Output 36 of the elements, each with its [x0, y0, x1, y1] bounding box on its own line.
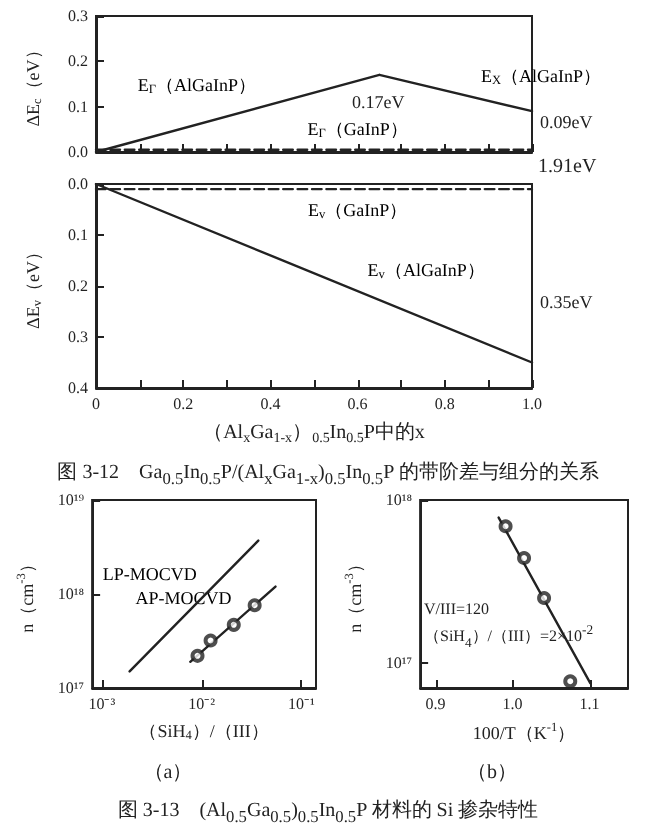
y-tick-label: 10¹⁸	[385, 491, 413, 509]
y-tick-label: 0.1	[68, 97, 88, 116]
x-tick-label: 1.0	[502, 695, 523, 713]
y-tick-label: 10¹⁷	[385, 653, 413, 672]
y-tick-label: 0.2	[68, 52, 88, 71]
text: （b）	[465, 760, 519, 786]
y-tick-label: 0.2	[68, 277, 88, 295]
y-tick-label: 0.0	[68, 175, 88, 193]
x-tick-label: 0.2	[173, 395, 194, 413]
x-tick-label: 1.1	[579, 695, 600, 713]
x-tick-label: 0.8	[434, 395, 455, 413]
y-tick-label: 0.3	[68, 7, 88, 25]
x-tick-label: 0.9	[425, 695, 446, 713]
x-tick-label: 1.0	[522, 395, 542, 413]
y-tick-label: 0.1	[68, 226, 88, 244]
text: （a）	[141, 760, 195, 786]
text: 图 3-12 Ga$_{0.5}$In$_{0.5}$P/(Al$_{x}$Ga$_{1-x}$)$_{0.5}$In$_{0.5}$P 的带阶差与组分的关系	[57, 462, 599, 488]
x-tick-label: 10⁻³	[88, 695, 117, 713]
y-tick-label: 10¹⁷	[57, 679, 85, 697]
x-tick-label: 0.4	[260, 395, 281, 413]
x-tick-label: 10⁻¹	[288, 695, 317, 713]
text: 图 3-13 (Al$_{0.5}$Ga$_{0.5}$)$_{0.5}$In$_{0.5}$P 材料的 Si 掺杂特性	[117, 800, 539, 826]
x-tick-label: 0	[92, 395, 100, 413]
y-tick-label: 0.4	[68, 379, 88, 397]
x-tick-label: 0.6	[347, 395, 368, 413]
text: 1.91eV	[538, 156, 597, 178]
y-tick-label: 10¹⁸	[57, 585, 85, 603]
text: 0.35eV	[540, 292, 593, 312]
series-label: LP-MOCVD	[102, 563, 198, 584]
x-tick-label: 10⁻²	[188, 695, 217, 713]
text: 0.09eV	[540, 112, 593, 132]
y-tick-label: 0.3	[68, 328, 88, 346]
y-tick-label: 10¹⁹	[57, 491, 85, 509]
annotation: 0.17eV	[352, 92, 405, 112]
y-tick-label: 0.0	[68, 143, 88, 161]
annotation: V/III=120	[424, 600, 490, 618]
